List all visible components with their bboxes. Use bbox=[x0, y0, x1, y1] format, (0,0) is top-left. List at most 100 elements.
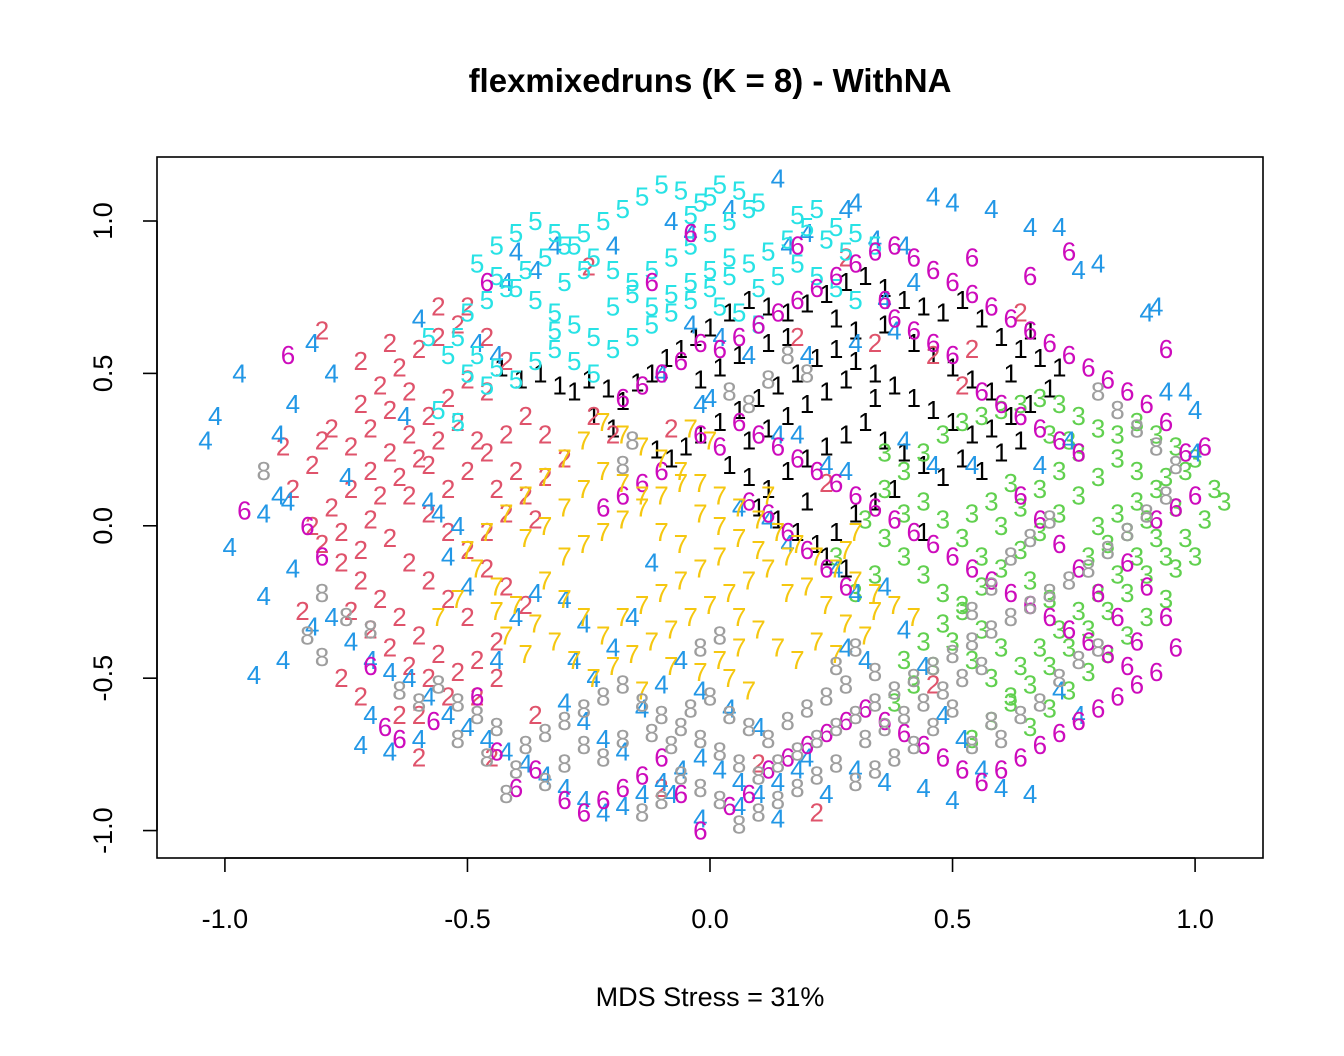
point-cluster-6: 6 bbox=[907, 243, 921, 273]
point-cluster-7: 7 bbox=[703, 590, 717, 620]
point-cluster-8: 8 bbox=[761, 724, 775, 754]
point-cluster-4: 4 bbox=[354, 730, 368, 760]
point-cluster-3: 3 bbox=[1071, 438, 1085, 468]
point-cluster-1: 1 bbox=[606, 413, 620, 443]
point-cluster-2: 2 bbox=[383, 523, 397, 553]
point-cluster-7: 7 bbox=[577, 602, 591, 632]
point-cluster-4: 4 bbox=[839, 633, 853, 663]
point-cluster-6: 6 bbox=[848, 480, 862, 510]
point-cluster-6: 6 bbox=[984, 566, 998, 596]
point-cluster-4: 4 bbox=[276, 645, 290, 675]
point-cluster-8: 8 bbox=[780, 706, 794, 736]
point-cluster-6: 6 bbox=[790, 230, 804, 260]
point-cluster-2: 2 bbox=[363, 505, 377, 535]
point-cluster-2: 2 bbox=[839, 243, 853, 273]
point-cluster-4: 4 bbox=[771, 163, 785, 193]
point-cluster-4: 4 bbox=[839, 194, 853, 224]
point-cluster-1: 1 bbox=[771, 505, 785, 535]
points-layer: 1 1 1 1 1 1 1 11 11 1 1 11 1 1 1 1 1 1 1 1 1 1 1 111 1 1 111111111… bbox=[198, 163, 1231, 845]
point-cluster-3: 3 bbox=[1091, 413, 1105, 443]
point-cluster-2: 2 bbox=[334, 663, 348, 693]
point-cluster-2: 2 bbox=[276, 432, 290, 462]
point-cluster-2: 2 bbox=[315, 529, 329, 559]
point-cluster-6: 6 bbox=[1159, 407, 1173, 437]
point-cluster-1: 1 bbox=[790, 517, 804, 547]
point-cluster-2: 2 bbox=[344, 596, 358, 626]
point-cluster-4: 4 bbox=[1071, 700, 1085, 730]
point-cluster-4: 4 bbox=[654, 669, 668, 699]
point-cluster-6: 6 bbox=[926, 255, 940, 285]
point-cluster-5: 5 bbox=[567, 346, 581, 376]
point-cluster-3: 3 bbox=[936, 419, 950, 449]
point-cluster-7: 7 bbox=[577, 425, 591, 455]
point-cluster-8: 8 bbox=[703, 681, 717, 711]
point-cluster-6: 6 bbox=[1130, 627, 1144, 657]
point-cluster-4: 4 bbox=[693, 675, 707, 705]
point-cluster-5: 5 bbox=[460, 297, 474, 327]
point-cluster-1: 1 bbox=[751, 383, 765, 413]
point-cluster-1: 1 bbox=[839, 553, 853, 583]
point-cluster-3: 3 bbox=[984, 663, 998, 693]
point-cluster-4: 4 bbox=[635, 779, 649, 809]
point-cluster-4: 4 bbox=[363, 645, 377, 675]
point-cluster-2: 2 bbox=[421, 663, 435, 693]
point-cluster-7: 7 bbox=[645, 627, 659, 657]
point-cluster-3: 3 bbox=[1207, 474, 1221, 504]
point-cluster-3: 3 bbox=[1062, 675, 1076, 705]
point-cluster-5: 5 bbox=[586, 358, 600, 388]
point-cluster-2: 2 bbox=[528, 505, 542, 535]
point-cluster-7: 7 bbox=[654, 444, 668, 474]
point-cluster-3: 3 bbox=[936, 578, 950, 608]
point-cluster-6: 6 bbox=[596, 785, 610, 815]
point-cluster-8: 8 bbox=[596, 742, 610, 772]
point-cluster-3: 3 bbox=[877, 474, 891, 504]
point-cluster-8: 8 bbox=[625, 425, 639, 455]
point-cluster-6: 6 bbox=[945, 541, 959, 571]
point-cluster-4: 4 bbox=[596, 724, 610, 754]
point-cluster-4: 4 bbox=[1033, 450, 1047, 480]
point-cluster-1: 1 bbox=[800, 486, 814, 516]
point-cluster-6: 6 bbox=[674, 779, 688, 809]
point-cluster-1: 1 bbox=[703, 313, 717, 343]
point-cluster-6: 6 bbox=[615, 480, 629, 510]
point-cluster-6: 6 bbox=[300, 511, 314, 541]
point-cluster-4: 4 bbox=[683, 310, 697, 340]
point-cluster-5: 5 bbox=[809, 261, 823, 291]
point-cluster-6: 6 bbox=[1178, 438, 1192, 468]
point-cluster-6: 6 bbox=[1052, 425, 1066, 455]
point-cluster-1: 1 bbox=[761, 291, 775, 321]
x-tick-label: -0.5 bbox=[444, 904, 491, 934]
point-cluster-6: 6 bbox=[654, 456, 668, 486]
point-cluster-4: 4 bbox=[548, 230, 562, 260]
point-cluster-3: 3 bbox=[1139, 505, 1153, 535]
point-cluster-1: 1 bbox=[630, 368, 644, 398]
point-cluster-7: 7 bbox=[674, 468, 688, 498]
point-cluster-1: 1 bbox=[712, 352, 726, 382]
point-cluster-2: 2 bbox=[363, 413, 377, 443]
point-cluster-7: 7 bbox=[577, 529, 591, 559]
point-cluster-1: 1 bbox=[679, 432, 693, 462]
point-cluster-7: 7 bbox=[499, 621, 513, 651]
point-cluster-2: 2 bbox=[460, 456, 474, 486]
point-cluster-6: 6 bbox=[1042, 328, 1056, 358]
point-cluster-8: 8 bbox=[742, 712, 756, 742]
point-cluster-3: 3 bbox=[1081, 614, 1095, 644]
point-cluster-7: 7 bbox=[819, 590, 833, 620]
point-cluster-7: 7 bbox=[548, 627, 562, 657]
y-tick-label: -1.0 bbox=[88, 807, 118, 854]
point-cluster-6: 6 bbox=[480, 267, 494, 297]
point-cluster-6: 6 bbox=[281, 340, 295, 370]
point-cluster-3: 3 bbox=[936, 608, 950, 638]
point-cluster-6: 6 bbox=[742, 486, 756, 516]
point-cluster-3: 3 bbox=[1159, 584, 1173, 614]
point-cluster-7: 7 bbox=[528, 608, 542, 638]
point-cluster-1: 1 bbox=[1013, 425, 1027, 455]
point-cluster-8: 8 bbox=[1159, 480, 1173, 510]
point-cluster-2: 2 bbox=[499, 499, 513, 529]
point-cluster-6: 6 bbox=[1013, 742, 1027, 772]
point-cluster-3: 3 bbox=[984, 486, 998, 516]
point-cluster-4: 4 bbox=[868, 224, 882, 254]
point-cluster-2: 2 bbox=[354, 566, 368, 596]
point-cluster-8: 8 bbox=[1139, 499, 1153, 529]
point-cluster-6: 6 bbox=[426, 706, 440, 736]
